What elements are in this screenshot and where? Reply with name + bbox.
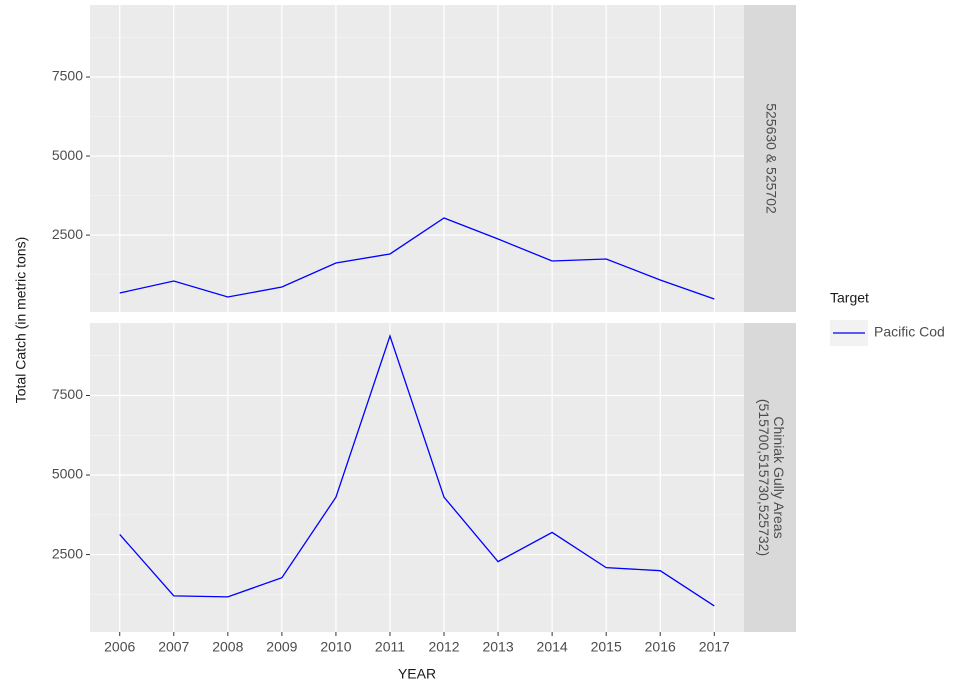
x-tick-label: 2007 [158,639,189,655]
x-axis-title: YEAR [398,666,436,682]
x-tick-label: 2010 [320,639,351,655]
x-tick-label: 2012 [428,639,459,655]
x-tick-label: 2015 [591,639,622,655]
legend-label: Pacific Cod [874,324,945,340]
y-axis-title: Total Catch (in metric tons) [13,237,29,404]
facet-strip [744,5,796,312]
y-tick-label: 5000 [52,147,83,163]
y-tick-label: 7500 [52,68,83,84]
x-tick-label: 2013 [482,639,513,655]
facet-strip [744,323,796,632]
data-line [119,217,715,300]
x-tick-label: 2017 [699,639,730,655]
y-tick-label: 5000 [52,466,83,482]
y-tick-label: 2500 [52,226,83,242]
y-tick-label: 2500 [52,545,83,561]
x-tick-label: 2011 [375,639,405,655]
data-line [119,334,715,607]
y-tick-label: 7500 [52,386,83,402]
facet-label: Chiniak Gully Areas [771,416,787,538]
facet-label: (515700,515730,525732) [756,399,772,556]
panel-background [90,323,744,632]
x-tick-label: 2009 [266,639,297,655]
x-tick-label: 2008 [212,639,243,655]
x-tick-label: 2016 [645,639,676,655]
legend-title: Target [830,290,869,306]
facet-label: 525630 & 525702 [763,103,779,214]
x-tick-label: 2014 [537,639,568,655]
x-tick-label: 2006 [104,639,135,655]
panel-background [90,5,744,312]
